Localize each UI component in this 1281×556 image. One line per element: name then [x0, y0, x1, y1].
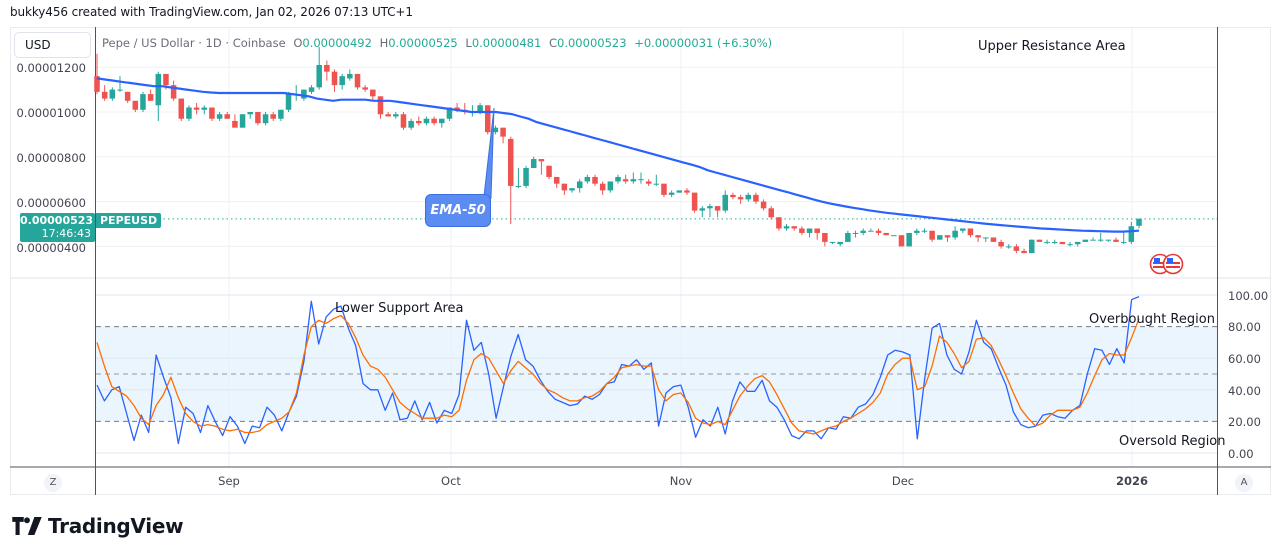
tradingview-logo[interactable]: TradingView [12, 514, 184, 538]
close-label: C [548, 36, 558, 50]
rsi-axis-label: 40.00 [1228, 384, 1261, 398]
open-value: 0.00000492 [302, 36, 372, 50]
time-axis-label: Sep [218, 474, 240, 488]
currency-button[interactable]: USD [14, 32, 91, 58]
high-value: 0.00000525 [388, 36, 458, 50]
symbol-tag: PEPEUSD [96, 213, 162, 228]
tradingview-brand: TradingView [48, 514, 184, 538]
rsi-axis-label: 20.00 [1228, 415, 1261, 429]
last-price: 0.00000523 [20, 214, 94, 227]
price-axis-label: 0.00001000 [16, 106, 86, 120]
low-label: L [465, 36, 472, 50]
time-axis-label: Oct [441, 474, 461, 488]
chart-credit: bukky456 created with TradingView.com, J… [10, 5, 413, 19]
time-axis-label: Nov [669, 474, 693, 488]
symbol-legend: Pepe / US Dollar · 1D · Coinbase O0.0000… [102, 36, 772, 50]
auto-scale-button[interactable]: A [1235, 474, 1253, 492]
time-axis-label: 2026 [1115, 474, 1149, 488]
overbought-annotation: Overbought Region [1089, 312, 1215, 327]
oversold-annotation: Oversold Region [1119, 434, 1226, 449]
rsi-axis-label: 0.00 [1228, 447, 1254, 461]
price-axis-label: 0.00000600 [16, 196, 86, 210]
bar-countdown: 17:46:43 [41, 227, 91, 240]
price-axis-label: 0.00000400 [16, 241, 86, 255]
zoom-reset-button[interactable]: Z [44, 474, 62, 492]
close-value: 0.00000523 [557, 36, 627, 50]
us-economic-event-icon[interactable] [1149, 253, 1189, 275]
lower-support-annotation: Lower Support Area [335, 301, 464, 316]
price-axis-label: 0.00000800 [16, 151, 86, 165]
symbol-title: Pepe / US Dollar · 1D · Coinbase [102, 36, 286, 50]
change-value: +0.00000031 (+6.30%) [634, 36, 773, 50]
rsi-axis-label: 80.00 [1228, 320, 1261, 334]
open-label: O [293, 36, 303, 50]
rsi-axis-label: 100.00 [1228, 289, 1269, 303]
low-value: 0.00000481 [471, 36, 542, 50]
time-axis-label: Dec [891, 474, 915, 488]
last-price-tag: 0.00000523 17:46:43 [20, 213, 95, 242]
upper-resistance-annotation: Upper Resistance Area [978, 39, 1126, 54]
price-axis-label: 0.00001200 [16, 61, 86, 75]
ema-50-callout: EMA-50 [425, 194, 491, 227]
high-label: H [379, 36, 389, 50]
tradingview-logo-icon [12, 517, 42, 535]
rsi-axis-label: 60.00 [1228, 352, 1261, 366]
